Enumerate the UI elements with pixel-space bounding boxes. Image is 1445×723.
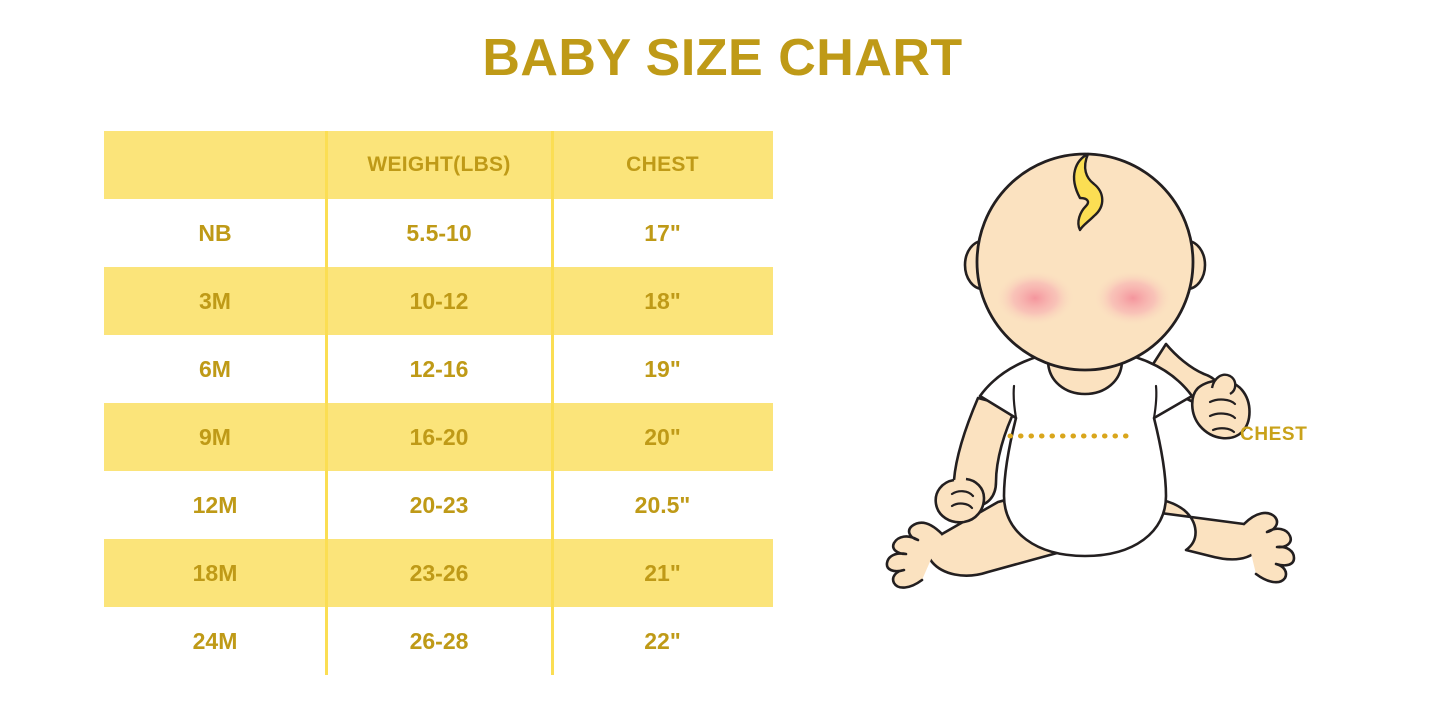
cell-chest: 20.5"	[634, 491, 691, 518]
page-title: BABY SIZE CHART	[482, 29, 963, 87]
table-header-row: WEIGHT(LBS) CHEST	[104, 131, 773, 199]
cell-chest: 17"	[644, 219, 681, 246]
cell-size: 6M	[199, 355, 231, 382]
baby-illustration	[885, 152, 1296, 589]
cell-chest: 22"	[644, 627, 681, 654]
right-hand-fingers	[1208, 398, 1237, 434]
cell-weight: 20-23	[409, 491, 469, 518]
table-row: 6M 12-16 19"	[104, 335, 773, 403]
table-row: 3M 10-12 18"	[104, 267, 773, 335]
table-row: 18M 23-26 21"	[104, 539, 773, 607]
onesie-body	[978, 348, 1194, 558]
cell-size: 24M	[192, 627, 238, 654]
left-blush-cheek	[995, 270, 1075, 326]
cell-size: 3M	[199, 287, 231, 314]
right-blush-cheek	[1093, 270, 1173, 326]
table-row: 24M 26-28 22"	[104, 607, 773, 675]
cell-size: 9M	[199, 423, 231, 450]
table-row: NB 5.5-10 17"	[104, 199, 773, 267]
size-table: WEIGHT(LBS) CHEST NB 5.5-10 17" 3M 10-12…	[104, 131, 773, 675]
column-divider-1	[325, 131, 328, 675]
left-hand-fingers	[950, 490, 975, 510]
table-row: 12M 20-23 20.5"	[104, 471, 773, 539]
cell-weight: 26-28	[409, 627, 469, 654]
cell-size: 18M	[192, 559, 238, 586]
column-header-size	[104, 131, 326, 199]
column-header-chest: CHEST	[626, 153, 699, 176]
column-header-weight: WEIGHT(LBS)	[367, 153, 511, 176]
cell-chest: 19"	[644, 355, 681, 382]
cell-weight: 12-16	[409, 355, 469, 382]
right-foot-toes	[1242, 511, 1296, 584]
cell-weight: 23-26	[409, 559, 469, 586]
left-foot-toes	[885, 521, 944, 589]
left-hand	[934, 477, 986, 524]
column-divider-2	[551, 131, 554, 675]
cell-weight: 10-12	[409, 287, 469, 314]
cell-chest: 20"	[644, 423, 681, 450]
cell-chest: 18"	[644, 287, 681, 314]
hair-curl-icon	[1072, 152, 1104, 232]
right-hand-thumb	[1210, 373, 1237, 396]
cell-chest: 21"	[644, 559, 681, 586]
table-row: 9M 16-20 20"	[104, 403, 773, 471]
cell-weight: 16-20	[409, 423, 469, 450]
cell-size: 12M	[192, 491, 238, 518]
onesie-right-sleeve-seam	[1152, 384, 1158, 420]
cell-weight: 5.5-10	[406, 219, 472, 246]
cell-size: NB	[198, 219, 232, 246]
onesie-left-sleeve-seam	[1012, 384, 1018, 420]
chest-measurement-label: CHEST	[1240, 424, 1308, 445]
